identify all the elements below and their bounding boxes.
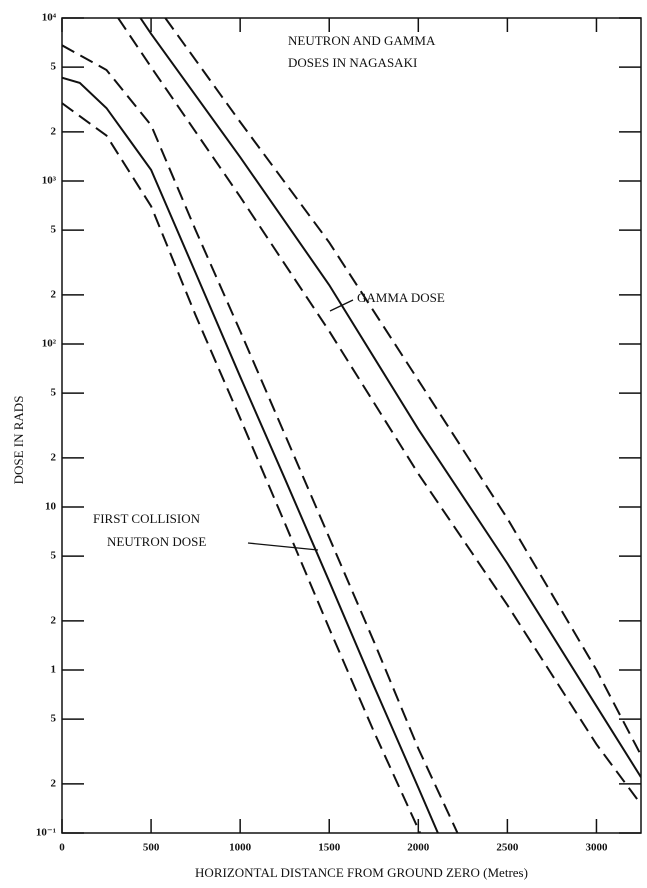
x-tick-label: 3000 — [585, 842, 608, 854]
dashed-line — [117, 18, 641, 805]
y-tick-label: 2 — [51, 288, 57, 300]
y-tick-label: 1 — [51, 664, 57, 676]
solid-line — [62, 76, 439, 833]
y-tick-label: 2 — [51, 125, 57, 137]
y-tick-label: 10⁴ — [42, 12, 57, 24]
annotation: GAMMA DOSE — [357, 290, 445, 305]
y-tick-label: 5 — [51, 387, 57, 399]
annotation-pointer — [247, 542, 319, 551]
annotation: NEUTRON DOSE — [107, 534, 206, 549]
chart-title: DOSES IN NAGASAKI — [288, 55, 417, 70]
y-tick-label: 10 — [45, 501, 57, 513]
x-tick-label: 0 — [59, 842, 65, 854]
dashed-line — [62, 102, 422, 833]
y-tick-label: 5 — [51, 61, 57, 73]
chart-title: NEUTRON AND GAMMA — [288, 33, 436, 48]
dashed-line — [164, 18, 641, 756]
y-tick-label: 10³ — [42, 175, 57, 187]
x-tick-label: 2000 — [407, 842, 430, 854]
y-tick-label: 2 — [51, 614, 57, 626]
y-axis-label: DOSE IN RADS — [11, 396, 26, 485]
y-tick-label: 10² — [42, 338, 57, 350]
y-tick-label: 2 — [51, 777, 57, 789]
y-tick-label: 2 — [51, 451, 57, 463]
y-tick-label: 5 — [51, 713, 57, 725]
solid-line — [139, 18, 641, 778]
y-tick-label: 10⁻¹ — [36, 827, 56, 839]
dashed-line — [62, 44, 459, 833]
x-tick-label: 2500 — [496, 842, 519, 854]
y-tick-label: 5 — [51, 224, 57, 236]
annotation: FIRST COLLISION — [93, 511, 201, 526]
x-tick-label: 1500 — [318, 842, 341, 854]
x-tick-label: 500 — [143, 842, 160, 854]
x-axis-label: HORIZONTAL DISTANCE FROM GROUND ZERO (Me… — [195, 865, 528, 880]
plot-frame — [61, 17, 642, 834]
y-tick-label: 5 — [51, 550, 57, 562]
x-tick-label: 1000 — [229, 842, 252, 854]
